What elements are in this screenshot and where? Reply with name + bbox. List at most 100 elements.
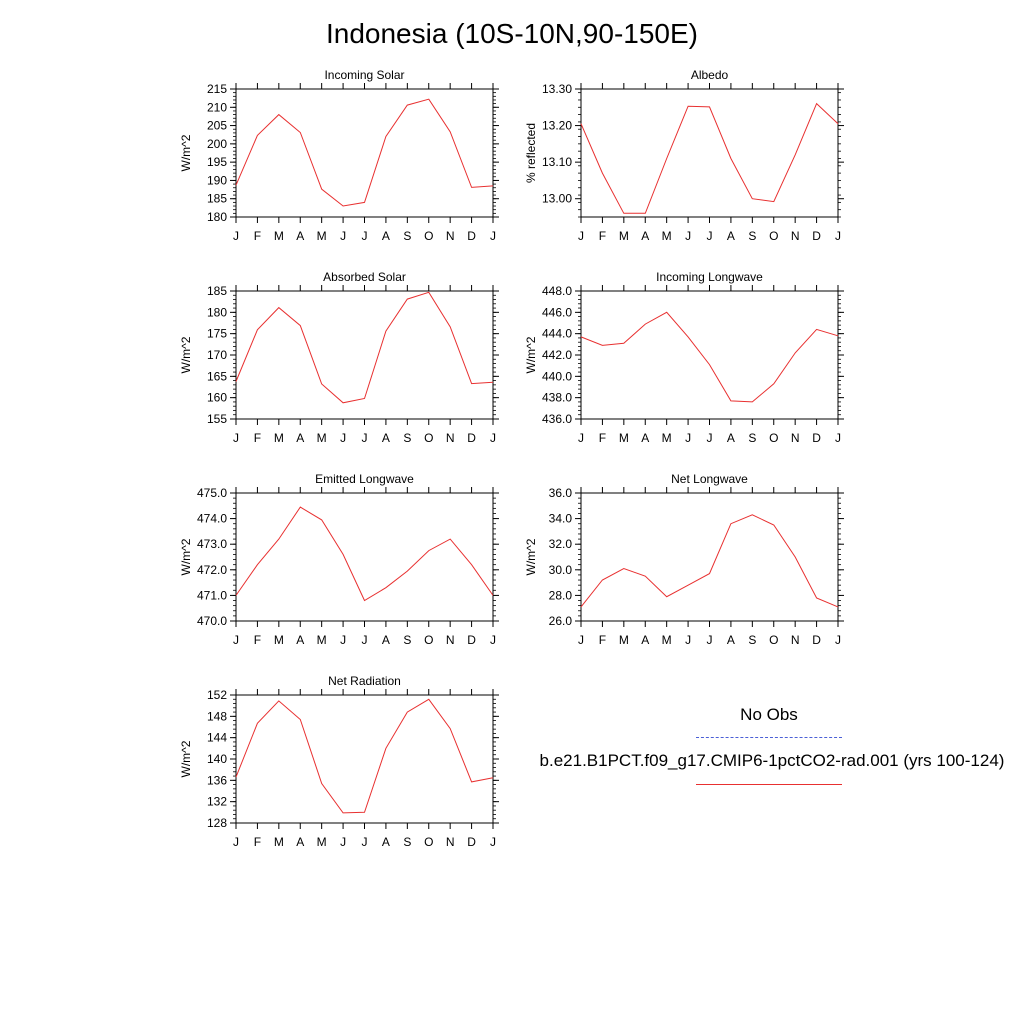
y-tick-label: 190 <box>207 173 227 187</box>
chart-title: Incoming Solar <box>324 68 404 82</box>
x-tick-label: J <box>233 431 239 445</box>
x-tick-label: M <box>317 835 327 849</box>
chart-title: Emitted Longwave <box>315 472 414 486</box>
x-tick-label: O <box>424 835 433 849</box>
series-line <box>235 98 494 207</box>
y-tick-label: 13.30 <box>542 82 572 96</box>
y-tick-label: 152 <box>207 688 227 702</box>
series-line <box>235 291 494 404</box>
x-tick-label: O <box>769 229 778 243</box>
x-tick-label: J <box>340 431 346 445</box>
x-tick-label: M <box>317 431 327 445</box>
y-tick-label: 448.0 <box>542 284 572 298</box>
chart-panel-4: Incoming Longwave W/m^2 436.0 438.0 440.0 442… <box>524 270 844 445</box>
y-tick-label: 475.0 <box>197 486 227 500</box>
series-line <box>580 311 839 403</box>
chart-panel-7: Net Radiation W/m^2 128 132 136 140 144 148 152 J… <box>179 674 499 849</box>
x-tick-label: M <box>619 431 629 445</box>
x-tick-label: N <box>446 835 455 849</box>
x-tick-label: M <box>274 229 284 243</box>
x-tick-label: D <box>467 229 476 243</box>
y-tick-label: 160 <box>207 391 227 405</box>
series-line <box>580 102 839 214</box>
y-tick-label: 26.0 <box>549 614 573 628</box>
x-tick-label: J <box>685 229 691 243</box>
y-tick-label: 473.0 <box>197 537 227 551</box>
series-line <box>235 698 494 814</box>
x-tick-label: M <box>662 633 672 647</box>
x-tick-label: A <box>727 633 735 647</box>
y-axis-label: W/m^2 <box>524 538 538 575</box>
x-tick-label: J <box>362 431 368 445</box>
y-tick-label: 136 <box>207 773 227 787</box>
x-tick-label: J <box>340 633 346 647</box>
x-tick-label: J <box>490 229 496 243</box>
x-tick-label: M <box>274 431 284 445</box>
x-tick-label: N <box>791 633 800 647</box>
legend-model-line <box>696 784 842 785</box>
x-tick-label: M <box>662 229 672 243</box>
y-tick-label: 28.0 <box>549 588 573 602</box>
y-tick-label: 155 <box>207 412 227 426</box>
legend-obs-line <box>696 737 842 738</box>
y-axis-label: W/m^2 <box>179 538 193 575</box>
y-tick-label: 215 <box>207 82 227 96</box>
x-tick-label: S <box>403 431 411 445</box>
y-tick-label: 36.0 <box>549 486 573 500</box>
y-tick-label: 140 <box>207 752 227 766</box>
y-tick-label: 13.10 <box>542 155 572 169</box>
x-tick-label: J <box>362 835 368 849</box>
x-tick-label: F <box>254 835 261 849</box>
x-tick-label: J <box>685 431 691 445</box>
x-tick-label: A <box>382 229 390 243</box>
figure-title: Indonesia (10S-10N,90-150E) <box>325 18 698 49</box>
x-tick-label: A <box>296 835 304 849</box>
x-tick-label: J <box>233 835 239 849</box>
chart-title: Incoming Longwave <box>656 270 763 284</box>
x-tick-label: J <box>233 229 239 243</box>
legend-obs-label: No Obs <box>740 705 798 724</box>
x-tick-label: J <box>233 633 239 647</box>
y-tick-label: 438.0 <box>542 391 572 405</box>
y-tick-label: 170 <box>207 348 227 362</box>
chart-panel-1: Incoming Solar W/m^2 180 185 190 195 200 205 210… <box>179 68 499 243</box>
x-tick-label: A <box>641 633 649 647</box>
y-tick-label: 30.0 <box>549 563 573 577</box>
x-tick-label: O <box>424 431 433 445</box>
x-tick-label: F <box>599 633 606 647</box>
x-tick-label: J <box>578 229 584 243</box>
x-tick-label: M <box>317 229 327 243</box>
y-tick-label: 442.0 <box>542 348 572 362</box>
chart-title: Net Longwave <box>671 472 748 486</box>
y-tick-label: 472.0 <box>197 563 227 577</box>
chart-title: Net Radiation <box>328 674 401 688</box>
x-tick-label: N <box>446 633 455 647</box>
plot-frame <box>580 290 839 420</box>
y-tick-label: 210 <box>207 100 227 114</box>
x-tick-label: N <box>446 431 455 445</box>
x-tick-label: M <box>662 431 672 445</box>
x-tick-label: O <box>424 633 433 647</box>
y-tick-label: 32.0 <box>549 537 573 551</box>
plot-frame <box>580 492 839 622</box>
x-tick-label: N <box>791 431 800 445</box>
x-tick-label: S <box>748 633 756 647</box>
x-tick-label: M <box>317 633 327 647</box>
y-tick-label: 205 <box>207 119 227 133</box>
y-tick-label: 185 <box>207 192 227 206</box>
chart-panel-6: Net Longwave W/m^2 26.0 28.0 30.0 32.0 34.0 36.… <box>524 472 844 647</box>
y-tick-label: 144 <box>207 731 227 745</box>
x-tick-label: J <box>490 431 496 445</box>
y-tick-label: 440.0 <box>542 369 572 383</box>
x-tick-label: A <box>641 229 649 243</box>
x-tick-label: A <box>296 633 304 647</box>
y-tick-label: 444.0 <box>542 327 572 341</box>
chart-panel-5: Emitted Longwave W/m^2 470.0 471.0 472.0 473.… <box>179 472 499 647</box>
series-line <box>580 514 839 608</box>
plot-frame <box>235 694 494 824</box>
x-tick-label: S <box>403 229 411 243</box>
x-tick-label: J <box>835 229 841 243</box>
x-tick-label: M <box>274 633 284 647</box>
x-tick-label: M <box>274 835 284 849</box>
